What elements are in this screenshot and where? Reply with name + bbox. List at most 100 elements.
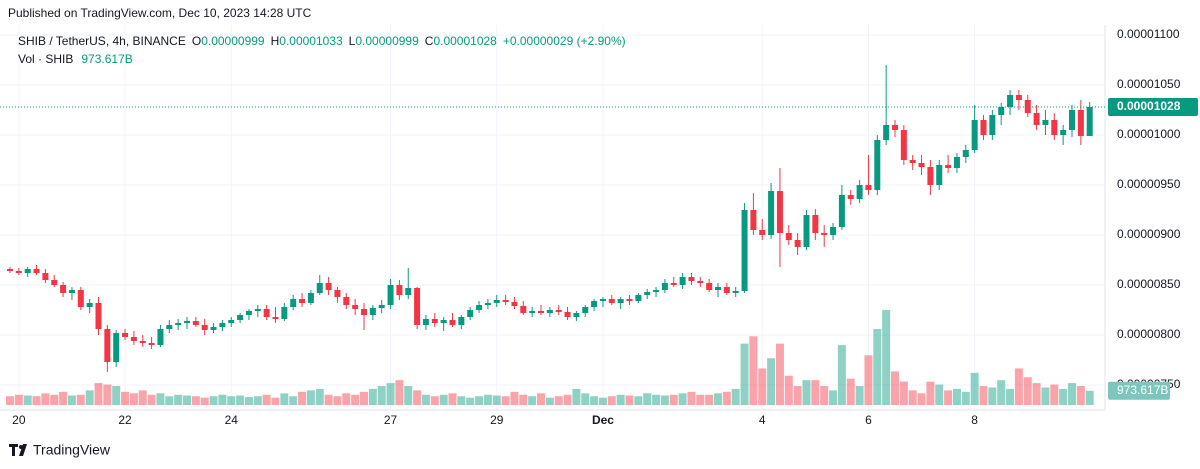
candle-body	[909, 160, 916, 163]
candle-body	[484, 303, 491, 305]
candle-body	[635, 295, 642, 301]
candle-body	[511, 302, 518, 306]
x-tick-label: 22	[118, 413, 132, 427]
candle-body	[113, 333, 120, 362]
candle-body	[945, 165, 952, 168]
volume-bar	[121, 391, 130, 405]
volume-bar	[1041, 387, 1050, 405]
volume-bar	[253, 396, 262, 405]
candle-body	[15, 271, 22, 273]
volume-bar	[607, 396, 616, 405]
volume-bar	[1068, 383, 1076, 405]
volume-bar	[368, 388, 377, 405]
volume-bar	[236, 395, 245, 405]
y-tick-label: 0.00001050	[1117, 77, 1181, 91]
y-tick-label: 0.00000800	[1117, 327, 1181, 341]
volume-bar	[315, 388, 324, 405]
candle-body	[228, 320, 235, 323]
candle-body	[378, 305, 385, 308]
candle-body	[104, 329, 111, 362]
volume-bar	[14, 394, 23, 405]
candle-body	[449, 320, 456, 325]
candle-body	[980, 120, 987, 135]
candle-body	[307, 293, 314, 303]
candle-body	[644, 292, 651, 295]
candle-body	[821, 233, 828, 235]
candle-body	[192, 321, 199, 325]
candle-body	[157, 329, 164, 345]
volume-bar	[855, 386, 864, 405]
candle-body	[1077, 110, 1084, 136]
candle-body	[299, 299, 306, 303]
x-tick-label: 6	[865, 413, 872, 427]
candle-body	[626, 299, 633, 301]
volume-bar	[129, 393, 138, 405]
candle-body	[334, 290, 341, 297]
candle-body	[281, 307, 288, 319]
candle-body	[201, 325, 208, 330]
volume-bar	[510, 391, 519, 405]
candle-body	[245, 311, 252, 315]
field-value: 0.00000999	[355, 34, 419, 48]
volume-bar	[714, 393, 722, 405]
candle-body	[42, 273, 49, 280]
candle-body	[422, 319, 429, 325]
candle-body	[838, 195, 845, 227]
candle-body	[290, 299, 297, 307]
volume-bar	[94, 383, 103, 405]
candle-body	[785, 233, 792, 240]
volume-bar	[67, 395, 76, 405]
candle-body	[661, 283, 668, 290]
volume-bar	[678, 393, 687, 405]
brand: TradingView	[33, 442, 111, 458]
candle-body	[750, 210, 757, 230]
candle-body	[352, 305, 359, 309]
candle-body	[1033, 113, 1040, 125]
candle-body	[936, 165, 943, 185]
candle-body	[1015, 95, 1022, 100]
candle-body	[122, 333, 129, 337]
volume-bar	[687, 391, 696, 405]
volume-bar	[50, 394, 59, 405]
field-value: 0.00000999	[201, 34, 265, 48]
volume-bar	[413, 390, 422, 405]
x-tick-label: Dec	[592, 413, 614, 427]
volume-bar	[696, 394, 705, 405]
candle-body	[184, 321, 190, 323]
candle-body	[86, 303, 93, 307]
volume-bar	[306, 390, 315, 405]
volume-bar	[598, 397, 607, 405]
volume-pane	[6, 310, 1094, 405]
volume-bar	[749, 336, 758, 405]
candle-body	[803, 215, 810, 247]
volume-name: Vol · SHIB	[18, 52, 73, 66]
volume-bar	[837, 345, 846, 405]
volume-bar	[705, 394, 714, 405]
volume-bar	[722, 391, 731, 405]
candle-body	[599, 299, 606, 301]
candle-body	[679, 277, 686, 285]
candle-body	[759, 230, 766, 235]
volume-bar	[775, 343, 784, 405]
volume-bar	[767, 358, 776, 405]
candle-body	[7, 269, 13, 271]
volume-bar	[873, 329, 882, 405]
volume-bar	[1085, 390, 1094, 405]
volume-bar	[156, 393, 165, 405]
y-tick-label: 0.00000850	[1117, 277, 1181, 291]
candle-body	[927, 167, 934, 185]
volume-bar	[298, 391, 307, 405]
candle-body	[369, 308, 376, 315]
candle-body	[564, 312, 571, 317]
volume-bar	[377, 386, 386, 405]
volume-bar	[457, 396, 466, 405]
candle-body	[139, 341, 146, 343]
volume-bar	[908, 390, 917, 405]
candle-body	[95, 303, 102, 329]
candle-body	[175, 323, 182, 325]
volume-bar	[802, 380, 811, 405]
candle-body	[706, 283, 713, 290]
candle-body	[458, 317, 465, 325]
candle-body	[316, 283, 323, 293]
volume-bar	[227, 396, 236, 405]
